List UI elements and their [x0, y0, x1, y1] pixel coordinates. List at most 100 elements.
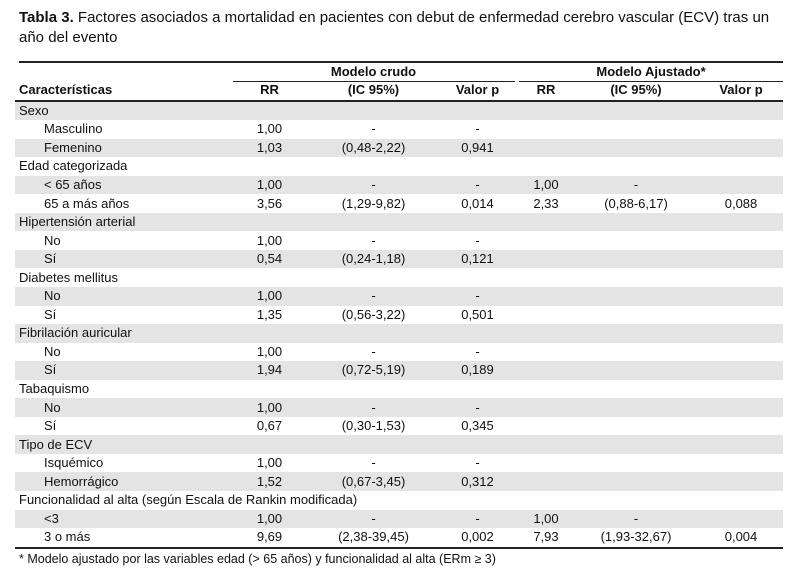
column-header-p-crude: Valor p: [436, 81, 519, 102]
cell-rr-crude: 1,00: [228, 509, 311, 529]
cell-rr-adjusted: [519, 231, 573, 250]
column-header-characteristics: Características: [15, 81, 228, 102]
table-row: No 1,00- -: [15, 231, 783, 250]
table-group-row: Tabaquismo: [15, 380, 783, 399]
cell-rr-adjusted: [519, 472, 573, 492]
crude-model-header: Modelo crudo: [330, 64, 417, 79]
cell-rr-adjusted: [519, 435, 573, 454]
cell-p-adjusted: [699, 138, 784, 158]
table-row: 3 o más 9,69 (2,38-39,45) 0,002 7,93 (1,93-32…: [15, 528, 784, 549]
cell-rr-crude: [228, 435, 311, 454]
table-body: Sexo Masculino 1,00- - Femenino 1,03 (0,48-2,2…: [15, 100, 784, 549]
cell-rr-adjusted: [519, 380, 573, 399]
table-row: No 1,00- -: [15, 398, 784, 417]
cell-p-crude: 0,941: [436, 138, 519, 158]
cell-p-crude: [436, 268, 519, 287]
cell-characteristic: < 65 años: [15, 175, 228, 195]
cell-ic-adjusted: [573, 380, 699, 399]
cell-p-adjusted: [699, 120, 783, 139]
table-row: No 1,00- -: [15, 287, 784, 306]
table-row: 65 a más años 3,56 (1,29-9,82) 0,014 2,33 (0,…: [15, 194, 783, 213]
cell-ic-adjusted: [573, 120, 699, 139]
cell-rr-crude: [228, 100, 311, 121]
cell-rr-crude: [228, 157, 311, 176]
table-title: Factores asociados a mortalidad en pacie…: [19, 9, 770, 46]
cell-characteristic: No: [15, 398, 228, 417]
cell-ic-adjusted: [573, 157, 699, 176]
table-group-row: Fibrilación auricular: [15, 324, 784, 343]
table-row: Masculino 1,00 - -: [15, 120, 783, 139]
cell-ic-crude: -: [311, 509, 436, 529]
table-group-row: Hipertensión arterial: [15, 212, 784, 232]
table-group-row: Tipo de ECV: [15, 435, 784, 454]
cell-rr-adjusted: [519, 454, 573, 473]
column-header-ic-crude: (IC 95%): [311, 81, 436, 102]
cell-ic-adjusted: [573, 287, 699, 306]
table-row: <3 1,00- -1,00-: [15, 509, 784, 529]
cell-p-crude: 0,121: [436, 249, 519, 269]
cell-rr-adjusted: [519, 138, 573, 158]
cell-rr-crude: [228, 212, 311, 232]
cell-characteristic: Fibrilación auricular: [15, 324, 228, 343]
cell-p-adjusted: [699, 380, 783, 399]
cell-characteristic: 65 a más años: [44, 195, 130, 211]
cell-p-crude: -: [436, 287, 519, 306]
cell-ic-adjusted: [573, 268, 699, 287]
cell-p-adjusted: [699, 175, 784, 195]
cell-ic-adjusted: [573, 398, 699, 417]
cell-ic-adjusted: [573, 306, 699, 325]
cell-p-adjusted: [699, 268, 783, 287]
cell-rr-crude: 0,54: [228, 249, 311, 269]
table-group-row: Diabetes mellitus: [15, 268, 783, 287]
table-row: Sí 1,35 (0,56-3,22) 0,501: [15, 306, 783, 325]
cell-rr-crude: 1,00: [228, 175, 311, 195]
cell-rr-adjusted: [519, 287, 573, 306]
cell-ic-adjusted: [573, 212, 699, 232]
cell-p-crude: [436, 435, 519, 454]
cell-ic-crude: (0,72-5,19): [311, 361, 436, 380]
cell-rr-crude: 1,35: [256, 306, 283, 322]
cell-p-crude: 0,345: [461, 418, 494, 434]
cell-p-adjusted: [699, 472, 784, 492]
cell-rr-crude: 1,00: [228, 398, 311, 417]
table-row: Hemorrágico 1,52 (0,67-3,45) 0,312: [15, 472, 784, 492]
cell-p-crude: 0,312: [436, 472, 519, 492]
table-row: No 1,00- -: [15, 343, 783, 362]
cell-p-crude: [436, 212, 519, 232]
cell-characteristic: Tabaquismo: [19, 381, 90, 397]
table-row: Isquémico 1,00 - -: [15, 454, 783, 473]
cell-rr-crude: 1,00: [256, 343, 283, 359]
cell-characteristic: Sexo: [15, 100, 228, 121]
cell-ic-crude: -: [371, 343, 376, 359]
cell-p-crude: -: [475, 232, 480, 248]
cell-rr-crude: 1,00: [228, 287, 311, 306]
cell-rr-adjusted: [519, 120, 573, 139]
cell-characteristic: Hemorrágico: [15, 472, 228, 492]
cell-ic-adjusted: [573, 343, 699, 362]
top-rule: [19, 61, 783, 63]
cell-rr-crude: [228, 324, 311, 343]
cell-ic-crude: (0,48-2,22): [311, 138, 436, 158]
table-group-row: Sexo: [15, 100, 784, 121]
cell-p-adjusted: [699, 287, 784, 306]
cell-p-crude: [436, 324, 519, 343]
cell-ic-adjusted: [573, 472, 699, 492]
cell-p-adjusted: [699, 343, 783, 362]
cell-p-adjusted: [699, 249, 784, 269]
cell-characteristic: Sí: [15, 249, 228, 269]
cell-p-crude: -: [475, 343, 480, 359]
cell-rr-crude: 1,94: [228, 361, 311, 380]
table-label: Tabla 3.: [19, 9, 74, 26]
cell-ic-crude: -: [371, 232, 376, 248]
cell-ic-adjusted: -: [573, 175, 699, 195]
cell-rr-adjusted: [519, 157, 573, 176]
cell-ic-crude: -: [371, 455, 376, 471]
cell-rr-crude: 3,56: [256, 195, 283, 211]
cell-p-adjusted: [699, 361, 784, 380]
table-group-row: Funcionalidad al alta (según Escala de R…: [15, 491, 783, 510]
cell-p-adjusted: [699, 509, 784, 529]
cell-characteristic: No: [15, 287, 228, 306]
column-header-rr-adjusted: RR: [519, 81, 573, 102]
cell-ic-adjusted: [573, 324, 699, 343]
